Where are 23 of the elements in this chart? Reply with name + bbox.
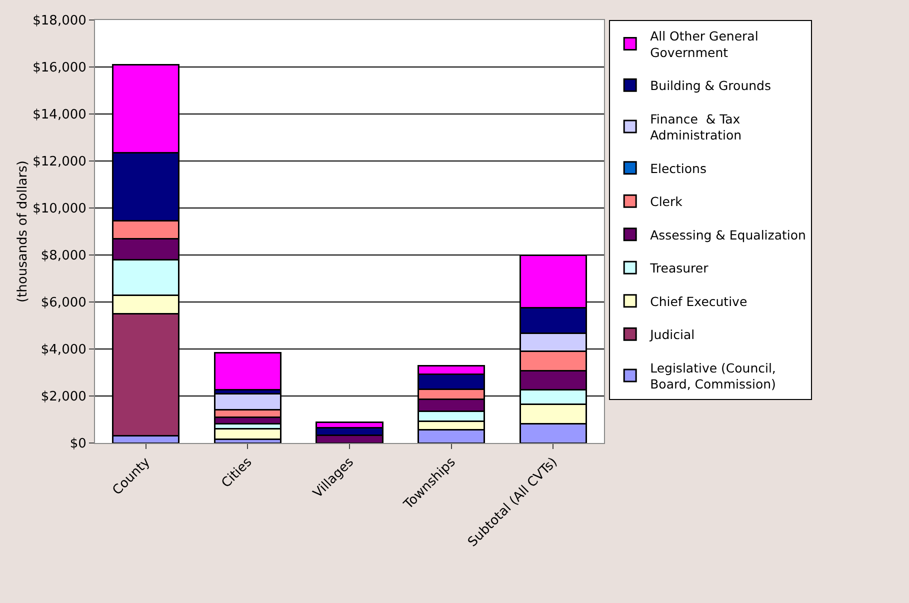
- y-axis-title: (thousands of dollars): [16, 160, 31, 302]
- y-tick-label: $2,000: [40, 390, 86, 405]
- y-tick-label: $8,000: [40, 248, 86, 264]
- legend-label: Finance & Tax Administration: [650, 111, 742, 142]
- legend-label: Assessing & Equalization: [650, 227, 806, 242]
- legend-label: Clerk: [650, 194, 684, 209]
- y-tick-label: $10,000: [32, 202, 86, 217]
- y-tick-label: $14,000: [32, 108, 86, 123]
- legend-label: Chief Executive: [650, 294, 748, 309]
- y-tick-label: $12,000: [32, 154, 86, 170]
- y-tick-label: $4,000: [40, 342, 86, 358]
- y-tick-label: $0: [70, 436, 86, 452]
- bar: [214, 352, 282, 391]
- legend-label: Legislative (Council, Board, Commission): [650, 360, 776, 392]
- y-tick-label: $18,000: [32, 14, 86, 29]
- legend-label: Judicial: [649, 327, 695, 342]
- y-tick-label: $6,000: [40, 296, 86, 311]
- legend-label: All Other General Government: [650, 28, 758, 60]
- bar: [214, 428, 282, 440]
- legend-label: Treasurer: [649, 260, 710, 276]
- legend-label: Building & Grounds: [650, 78, 771, 93]
- y-tick-label: $16,000: [32, 60, 86, 76]
- legend-label: Elections: [650, 160, 706, 176]
